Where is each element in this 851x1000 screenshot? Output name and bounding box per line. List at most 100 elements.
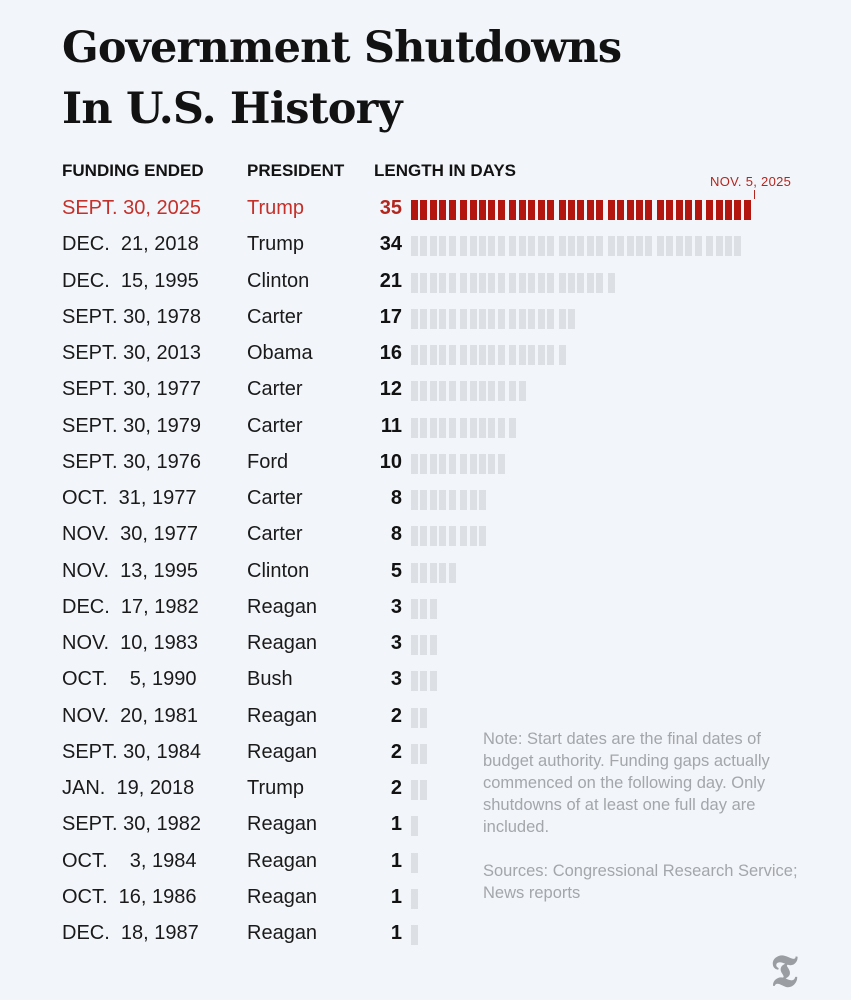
day-block <box>411 200 418 220</box>
day-block <box>420 417 428 438</box>
day-block <box>568 308 575 329</box>
day-block <box>666 200 674 220</box>
table-row: SEPT. 30, 1976 Ford 10 <box>0 446 851 482</box>
day-block <box>460 417 468 438</box>
funding-ended-date: NOV. 30, 1977 <box>62 523 199 546</box>
day-block <box>509 200 517 220</box>
length-in-days-value: 1 <box>390 813 402 836</box>
president-name: Carter <box>247 378 303 401</box>
president-name: Carter <box>247 487 303 509</box>
day-block <box>479 272 486 293</box>
day-block <box>429 417 437 438</box>
length-in-days-value: 10 <box>379 450 402 473</box>
day-block <box>518 236 526 257</box>
table-row: DEC. 18, 1987 Reagan 1 <box>0 917 851 953</box>
day-block <box>479 417 486 438</box>
day-block <box>420 272 428 293</box>
day-block <box>469 526 477 547</box>
table-row: DEC. 21, 2018 Trump 34 <box>0 228 851 264</box>
day-block <box>568 272 575 293</box>
day-block <box>448 200 456 220</box>
day-block <box>429 635 437 655</box>
day-block <box>645 200 653 220</box>
day-block <box>577 200 585 220</box>
day-block <box>469 236 477 257</box>
day-block <box>448 381 456 402</box>
length-in-days-value: 3 <box>390 668 402 691</box>
day-block <box>420 707 428 728</box>
table-row: NOV. 30, 1977 Carter 8 <box>0 518 851 554</box>
day-block <box>469 381 477 402</box>
table-row: NOV. 20, 1981 Reagan 2 <box>0 700 851 736</box>
day-block <box>596 272 604 293</box>
day-block <box>626 200 634 220</box>
day-block <box>509 308 517 329</box>
day-block <box>607 272 615 293</box>
day-block <box>460 490 468 510</box>
funding-ended-date: OCT. 16, 1986 <box>62 885 197 908</box>
president-name: Trump <box>247 777 305 799</box>
day-block <box>666 236 674 257</box>
day-block <box>411 417 418 438</box>
table-row: OCT. 5, 1990 Bush 3 <box>0 663 851 699</box>
length-in-days-value: 1 <box>390 885 402 908</box>
title-line-2: In U.S. History <box>62 84 402 134</box>
day-block <box>460 526 468 547</box>
day-block <box>429 671 437 692</box>
length-in-days-value: 1 <box>390 922 402 944</box>
day-block <box>547 345 554 365</box>
day-block <box>460 345 468 365</box>
day-block <box>479 490 486 510</box>
president-name: Reagan <box>247 922 318 944</box>
day-block <box>743 200 751 220</box>
day-block <box>607 200 615 220</box>
day-block <box>448 562 456 583</box>
day-block <box>448 308 456 329</box>
day-block <box>577 236 585 257</box>
day-block <box>558 272 566 293</box>
header-funding-ended: FUNDING ENDED <box>62 161 204 180</box>
day-block <box>411 490 418 510</box>
day-block <box>528 308 536 329</box>
day-block <box>509 272 517 293</box>
day-block <box>411 598 418 619</box>
president-name: Trump <box>247 197 305 219</box>
president-name: Reagan <box>247 849 318 872</box>
day-block <box>586 272 594 293</box>
day-block <box>411 272 418 293</box>
day-block <box>518 381 526 402</box>
day-block <box>725 236 732 257</box>
day-block <box>734 236 742 257</box>
title-line-1: Government Shutdowns <box>62 23 622 73</box>
president-name: Carter <box>247 523 303 546</box>
day-block <box>420 200 428 220</box>
day-block <box>488 236 496 257</box>
day-block <box>626 236 634 257</box>
day-block <box>497 381 505 402</box>
chart-note: Note: Start dates are the final dates of… <box>483 730 770 836</box>
day-block <box>420 780 428 800</box>
length-in-days-value: 11 <box>380 414 402 437</box>
day-block <box>518 308 526 329</box>
day-block <box>420 453 428 474</box>
current-date-marker-tick <box>754 190 755 199</box>
day-block <box>429 526 437 547</box>
table-row: JAN. 19, 2018 Trump 2 <box>0 772 851 808</box>
day-block <box>479 526 486 547</box>
length-in-days-value: 35 <box>379 197 402 219</box>
day-block <box>558 308 566 329</box>
day-block <box>558 236 566 257</box>
length-in-days-value: 3 <box>390 595 402 618</box>
day-block <box>497 345 505 365</box>
day-block <box>448 526 456 547</box>
table-row: SEPT. 30, 1984 Reagan 2 <box>0 736 851 772</box>
day-block <box>497 200 505 220</box>
day-block <box>469 200 477 220</box>
day-block <box>497 236 505 257</box>
day-block <box>411 925 418 945</box>
day-block <box>411 888 418 909</box>
funding-ended-date: SEPT. 30, 1977 <box>62 378 201 401</box>
day-block <box>715 200 723 220</box>
length-in-days-value: 2 <box>390 740 402 763</box>
funding-ended-date: SEPT. 30, 1978 <box>62 305 201 328</box>
